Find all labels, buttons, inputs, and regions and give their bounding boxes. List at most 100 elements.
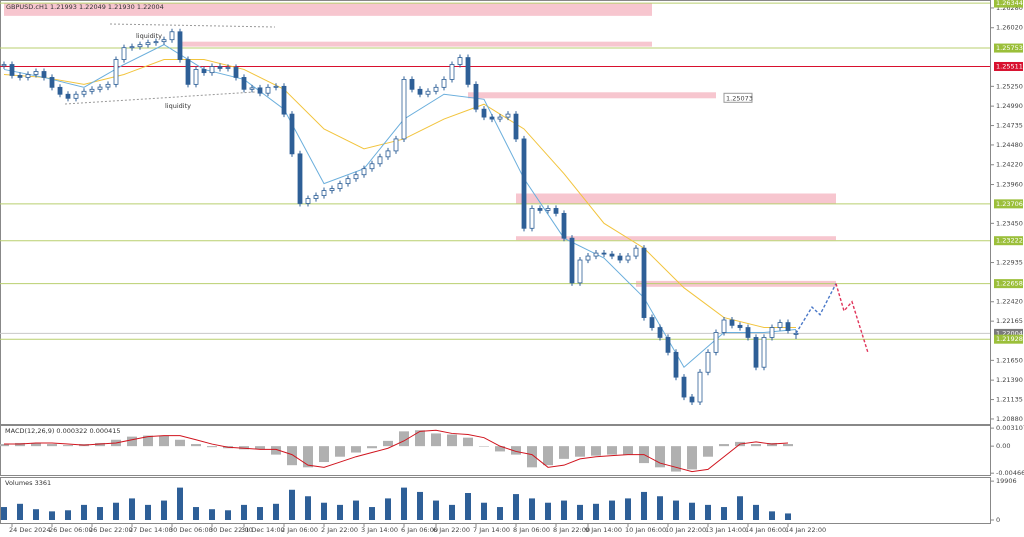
x-tick-label: 24 Dec 2024 xyxy=(9,526,51,534)
level-label: 1.25753 xyxy=(996,44,1023,52)
volume-bar xyxy=(721,507,727,520)
x-tick-label: 26 Dec 06:00 xyxy=(49,526,93,534)
level-label-box xyxy=(994,279,1023,289)
level-label-box xyxy=(994,328,1023,338)
candle-body xyxy=(265,86,271,94)
candle-body xyxy=(409,79,415,90)
y-tick-label: 1.23450 xyxy=(996,219,1023,227)
y-tick-label: 1.24480 xyxy=(996,141,1023,149)
level-label-box xyxy=(994,236,1023,246)
x-tick-label: 14 Jan 22:00 xyxy=(785,526,826,534)
macd-bar xyxy=(143,435,153,447)
candle-body xyxy=(169,31,175,41)
macd-bar xyxy=(591,446,601,456)
volume-bar xyxy=(513,494,519,520)
y-tick-label: 1.24220 xyxy=(996,161,1023,169)
macd-bar xyxy=(463,437,473,447)
candle-body xyxy=(681,376,687,398)
level-label-box xyxy=(994,199,1023,209)
candle-body xyxy=(737,324,743,328)
macd-bar xyxy=(335,446,345,457)
volume-bar xyxy=(481,502,487,520)
volume-bar xyxy=(545,502,551,520)
y-tick-label: 1.26280 xyxy=(996,4,1023,12)
candle-body xyxy=(617,255,623,261)
volume-bar xyxy=(385,498,391,520)
main-panel xyxy=(0,0,991,425)
y-tick-label: 19906 xyxy=(996,477,1017,485)
candle-body xyxy=(361,168,367,176)
x-tick-label: 31 Dec 14:00 xyxy=(241,526,285,534)
volume-bar xyxy=(769,511,775,520)
candle-body xyxy=(65,93,71,99)
macd-bar xyxy=(367,446,377,449)
candle-body xyxy=(185,59,191,85)
volume-bar xyxy=(737,496,743,520)
candle-body xyxy=(353,174,359,180)
level-label: 1.22658 xyxy=(996,280,1023,288)
volume-bar xyxy=(353,500,359,520)
macd-bar xyxy=(431,433,441,447)
candle-body xyxy=(545,208,551,211)
x-tick-label: 30 Dec 22:00 xyxy=(209,526,253,534)
x-tick-label: 30 Dec 06:00 xyxy=(169,526,213,534)
candle-body xyxy=(209,66,215,74)
y-tick-label: 1.22935 xyxy=(996,259,1023,267)
volume-bar xyxy=(593,503,599,520)
annotation: liquidity xyxy=(165,102,191,110)
y-tick-label: 1.26020 xyxy=(996,24,1023,32)
x-tick-label: 10 Jan 22:00 xyxy=(665,526,706,534)
candle-body xyxy=(241,77,247,90)
x-tick-label: 7 Jan 14:00 xyxy=(473,526,510,534)
volume-bar xyxy=(241,504,247,520)
macd-bar xyxy=(191,444,201,447)
volume-bar xyxy=(433,500,439,520)
zone xyxy=(516,193,836,204)
candle-body xyxy=(505,113,511,118)
candle-body xyxy=(73,93,79,99)
macd-bar xyxy=(0,444,9,447)
candle-body xyxy=(769,327,775,338)
y-tick-label: 1.22165 xyxy=(996,317,1023,325)
x-tick-label: 8 Jan 06:00 xyxy=(513,526,550,534)
candle-body xyxy=(225,67,231,69)
candle-body xyxy=(721,319,727,333)
macd-bar xyxy=(287,446,297,466)
x-tick-label: 10 Jan 06:00 xyxy=(625,526,666,534)
volume-bar xyxy=(145,504,151,520)
macd-panel xyxy=(0,425,991,476)
candle-body xyxy=(369,163,375,170)
candle-body xyxy=(281,85,287,115)
candle-body xyxy=(449,64,455,80)
level-label: 1.22004 xyxy=(996,329,1023,337)
candle-body xyxy=(233,67,239,78)
candle-body xyxy=(489,116,495,120)
candle-body xyxy=(177,31,183,60)
x-tick-label: 13 Jan 14:00 xyxy=(705,526,746,534)
macd-bar xyxy=(783,444,793,447)
candle-body xyxy=(305,198,311,204)
level-label-box xyxy=(994,61,1023,71)
volume-bar xyxy=(33,509,39,520)
candle-body xyxy=(577,259,583,284)
volume-bar xyxy=(529,498,535,520)
volume-bar xyxy=(1,507,7,520)
zone xyxy=(468,92,716,99)
volume-bar xyxy=(705,504,711,520)
candle-body xyxy=(609,253,615,257)
x-tick-label: 2 Jan 06:00 xyxy=(281,526,318,534)
candle-body xyxy=(697,371,703,403)
volume-bar xyxy=(65,510,71,520)
y-tick-label: 0.00 xyxy=(996,442,1010,450)
candle-body xyxy=(425,90,431,95)
macd-bar xyxy=(479,446,489,447)
level-label-box xyxy=(994,43,1023,53)
macd-bar xyxy=(703,446,713,457)
volume-bar xyxy=(449,504,455,520)
macd-bar xyxy=(559,446,569,459)
macd-bar xyxy=(543,446,553,466)
candle-body xyxy=(777,322,783,328)
y-tick-label: -0.00466 xyxy=(996,469,1024,477)
candle-body xyxy=(1,64,7,67)
x-tick-label: 2 Jan 22:00 xyxy=(321,526,358,534)
